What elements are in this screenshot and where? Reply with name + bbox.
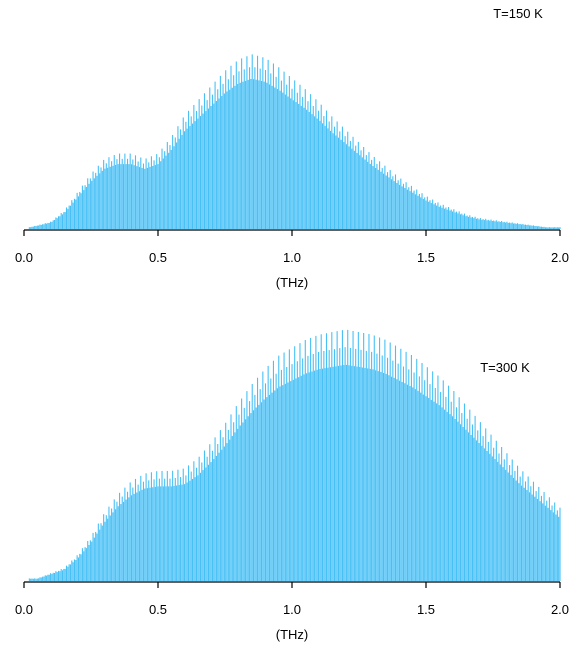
x-ticks-t150: 0.0 0.5 1.0 1.5 2.0 (15, 230, 569, 265)
x-tick-label: 0.0 (15, 602, 33, 617)
panel-t300: T=300 K 0.0 0.5 1.0 1.5 2.0 (THz) (15, 329, 569, 642)
x-ticks-t300: 0.0 0.5 1.0 1.5 2.0 (15, 582, 569, 617)
annotation-t150: T=150 K (493, 6, 543, 21)
spectrum-t300 (28, 329, 561, 581)
x-tick-label: 1.5 (417, 602, 435, 617)
x-tick-label: 0.5 (149, 250, 167, 265)
x-axis-label-t150: (THz) (276, 275, 309, 290)
x-tick-label: 2.0 (551, 602, 569, 617)
x-tick-label: 0.0 (15, 250, 33, 265)
x-axis-label-t300: (THz) (276, 627, 309, 642)
x-tick-label: 1.0 (283, 250, 301, 265)
annotation-t300: T=300 K (480, 360, 530, 375)
x-tick-label: 1.0 (283, 602, 301, 617)
x-tick-label: 2.0 (551, 250, 569, 265)
x-tick-label: 0.5 (149, 602, 167, 617)
spectrum-t150 (28, 54, 561, 229)
panel-t150: T=150 K 0.0 0.5 1.0 1.5 2.0 (THz) (15, 6, 569, 290)
x-tick-label: 1.5 (417, 250, 435, 265)
